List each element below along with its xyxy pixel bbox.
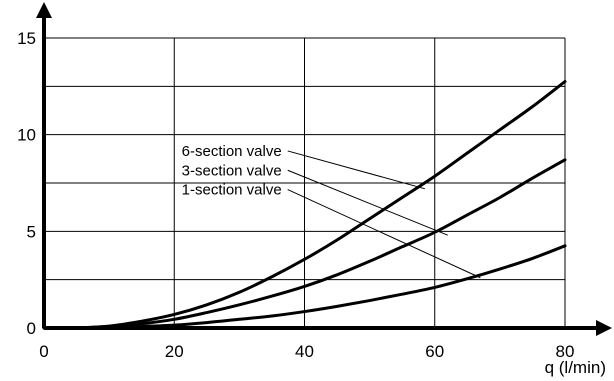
annotations: 6-section valve 3-section valve 1-section … xyxy=(182,143,481,279)
x-tick-label-60: 60 xyxy=(425,342,444,361)
series-label-1: 6-section valve xyxy=(182,143,282,160)
series-label-2: 3-section valve xyxy=(182,162,282,179)
grid xyxy=(44,37,566,328)
y-tick-label-0: 0 xyxy=(27,319,36,338)
leader-line-2 xyxy=(287,169,448,236)
leader-line-3 xyxy=(287,189,481,279)
tick-labels: 0 20 40 60 80 0 5 10 15 xyxy=(17,29,574,361)
series-label-3: 1-section valve xyxy=(182,182,282,199)
axes xyxy=(36,2,612,336)
x-tick-label-80: 80 xyxy=(556,342,575,361)
x-axis-arrow xyxy=(596,320,612,336)
y-tick-label-10: 10 xyxy=(17,126,36,145)
y-axis-arrow xyxy=(36,2,52,18)
x-tick-label-40: 40 xyxy=(295,342,314,361)
series-line-2 xyxy=(42,158,567,330)
x-tick-label-0: 0 xyxy=(39,342,48,361)
series-line-1 xyxy=(42,80,567,330)
y-tick-label-15: 15 xyxy=(17,29,36,48)
leader-line-1 xyxy=(287,150,426,190)
y-tick-label-5: 5 xyxy=(27,222,36,241)
x-axis-label: q (l/min) xyxy=(545,358,606,377)
x-tick-label-20: 20 xyxy=(165,342,184,361)
